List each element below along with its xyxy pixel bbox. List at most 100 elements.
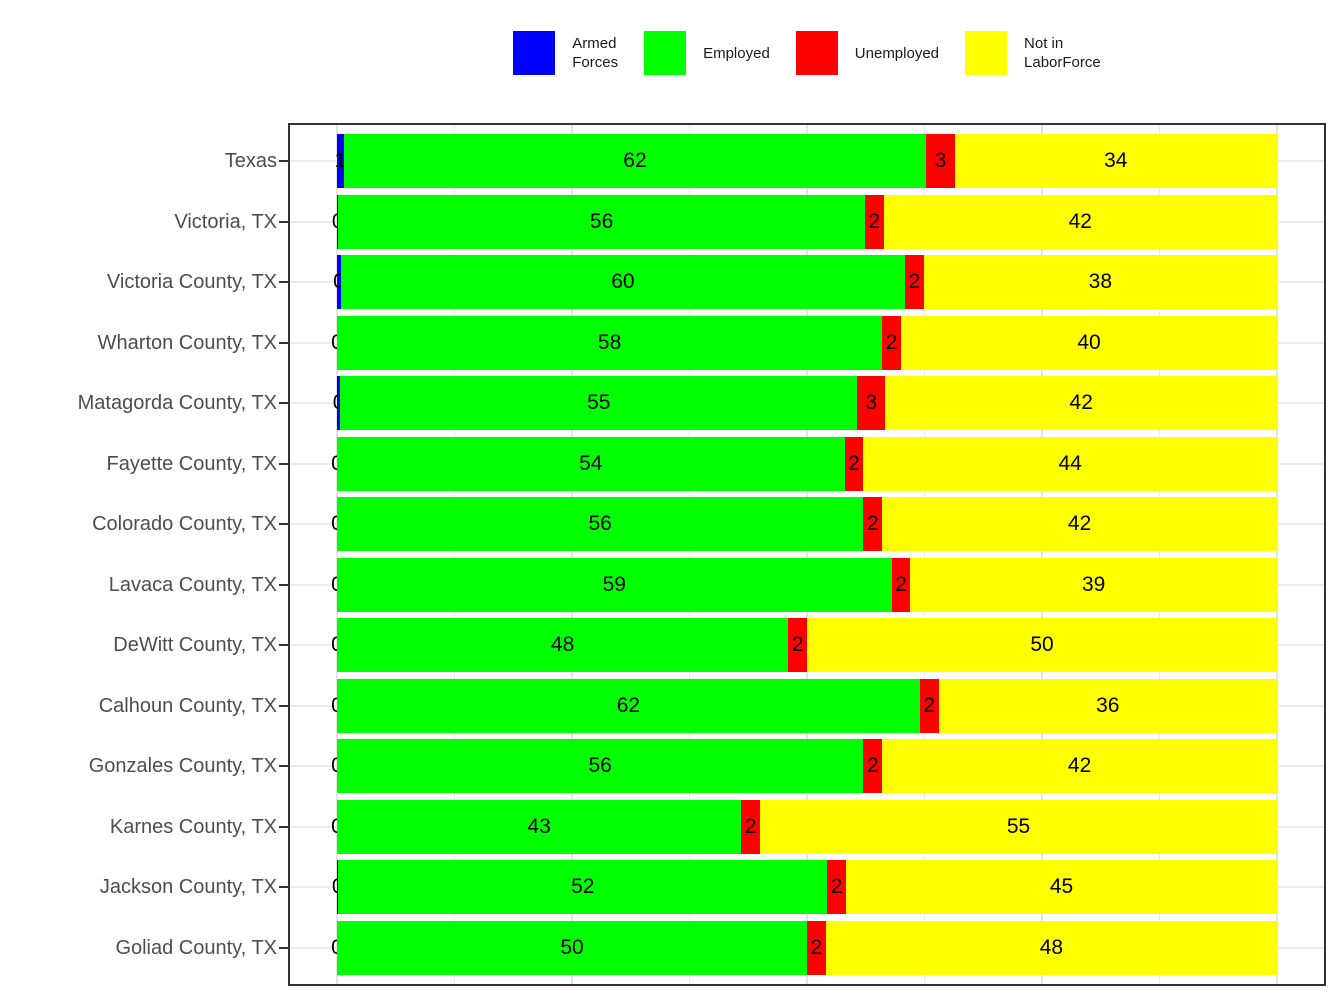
legend-key-employed: [644, 31, 687, 75]
segment-value-label: 59: [602, 572, 626, 596]
bar-segment-employed: [338, 194, 865, 249]
bar-segment-employed: [337, 678, 920, 733]
bar-segment-unemployed: [863, 739, 883, 794]
y-axis-tick: [279, 825, 288, 828]
bar-segment-unemployed: [891, 557, 911, 612]
bar-segment-not-in-laborforce: [882, 497, 1277, 552]
bar-segment-not-in-laborforce: [760, 799, 1277, 854]
segment-value-label: 36: [1096, 693, 1120, 717]
legend-label: Armed Forces: [572, 35, 619, 71]
segment-value-label: 1: [334, 149, 347, 173]
vertical-gridline: [336, 125, 338, 984]
segment-value-label: 3: [865, 391, 878, 415]
bar-segment-unemployed: [807, 920, 826, 975]
legend-key-unemployed: [795, 31, 838, 75]
segment-value-label: 2: [744, 814, 757, 838]
y-axis-tick: [279, 160, 288, 163]
segment-value-label: 48: [550, 633, 575, 657]
segment-value-label: 48: [1039, 935, 1064, 959]
bar-segment-employed: [337, 436, 845, 491]
y-axis-label: Goliad County, TX: [115, 936, 277, 959]
bar-segment-employed: [340, 376, 858, 431]
bar-segment-employed: [337, 739, 864, 794]
segment-value-label: 0: [333, 270, 345, 294]
segment-value-label: 39: [1082, 572, 1106, 596]
bar-segment-unemployed: [864, 194, 884, 249]
segment-value-label: 56: [588, 512, 612, 536]
segment-value-label: 2: [885, 330, 898, 354]
bar-segment-unemployed: [882, 315, 901, 370]
segment-value-label: 2: [810, 935, 823, 959]
y-axis-tick: [279, 583, 288, 586]
bar-segment-not-in-laborforce: [846, 860, 1277, 915]
legend: Armed Forces Employed Unemployed Not in Lab…: [288, 22, 1326, 84]
vertical-gridline: [924, 125, 925, 984]
y-axis-tick: [279, 765, 288, 768]
segment-value-label: 34: [1104, 149, 1128, 173]
y-axis-tick: [279, 281, 288, 284]
bar-segment-employed: [340, 255, 905, 310]
y-axis-label: Lavaca County, TX: [108, 573, 277, 596]
bar-segment-unemployed: [857, 376, 886, 431]
bar-segment-employed: [337, 557, 892, 612]
segment-value-label: 2: [866, 512, 879, 536]
legend-item-unemployed: Unemployed: [795, 31, 939, 75]
segment-value-label: 52: [571, 875, 595, 899]
bar-segment-unemployed: [926, 134, 955, 189]
segment-value-label: 44: [1058, 451, 1082, 475]
legend-label: Not in LaborForce: [1024, 35, 1101, 71]
segment-value-label: 2: [868, 209, 881, 233]
segment-value-label: 62: [623, 149, 647, 173]
bar-segment-armed-forces: [337, 255, 341, 310]
bar-segment-employed: [338, 860, 828, 915]
legend-key-not-in-laborforce: [965, 31, 1008, 75]
segment-value-label: 56: [589, 209, 614, 233]
segment-value-label: 38: [1088, 270, 1113, 294]
y-axis-label: Karnes County, TX: [109, 815, 277, 838]
segment-value-label: 55: [1006, 814, 1031, 838]
bar-segment-employed: [337, 920, 807, 975]
y-axis-label: Fayette County, TX: [106, 452, 277, 475]
y-axis-label: Colorado County, TX: [92, 513, 277, 536]
y-axis-label: Gonzales County, TX: [88, 755, 277, 778]
y-axis-tick: [279, 886, 288, 889]
segment-value-label: 42: [1067, 754, 1092, 778]
bar-segment-not-in-laborforce: [863, 436, 1277, 491]
y-axis-tick: [279, 341, 288, 344]
legend-label: Employed: [703, 44, 770, 62]
y-axis-label: Texas: [224, 150, 277, 173]
segment-value-label: 42: [1068, 209, 1092, 233]
segment-value-label: 42: [1069, 391, 1093, 415]
bar-segment-not-in-laborforce: [901, 315, 1277, 370]
bar-segment-armed-forces: [337, 134, 344, 189]
bar-segment-not-in-laborforce: [885, 376, 1277, 431]
bar-segment-not-in-laborforce: [923, 255, 1277, 310]
y-axis-tick: [279, 704, 288, 707]
bar-segment-employed: [337, 315, 883, 370]
segment-value-label: 3: [934, 149, 947, 173]
segment-value-label: 55: [587, 391, 611, 415]
y-axis-tick: [279, 462, 288, 465]
bar-segment-not-in-laborforce: [807, 618, 1277, 673]
y-axis-tick: [279, 220, 288, 223]
vertical-gridline: [806, 125, 808, 984]
segment-value-label: 50: [1030, 633, 1054, 657]
vertical-gridline: [454, 125, 455, 984]
y-axis-label: Matagorda County, TX: [77, 392, 277, 415]
bar-segment-employed: [337, 618, 789, 673]
vertical-gridline: [571, 125, 573, 984]
segment-value-label: 2: [895, 572, 907, 596]
y-axis-label: DeWitt County, TX: [113, 634, 277, 657]
legend-item-armed-forces: Armed Forces: [513, 31, 618, 75]
vertical-gridline: [1159, 125, 1160, 984]
segment-value-label: 2: [848, 451, 860, 475]
segment-value-label: 2: [830, 875, 843, 899]
y-axis-tick: [279, 523, 288, 526]
segment-value-label: 54: [579, 451, 603, 475]
segment-value-label: 43: [527, 814, 551, 838]
bar-segment-unemployed: [863, 497, 883, 552]
bar-segment-armed-forces: [337, 194, 339, 249]
segment-value-label: 2: [908, 270, 921, 294]
bar-segment-employed: [337, 799, 742, 854]
segment-value-label: 56: [588, 754, 612, 778]
